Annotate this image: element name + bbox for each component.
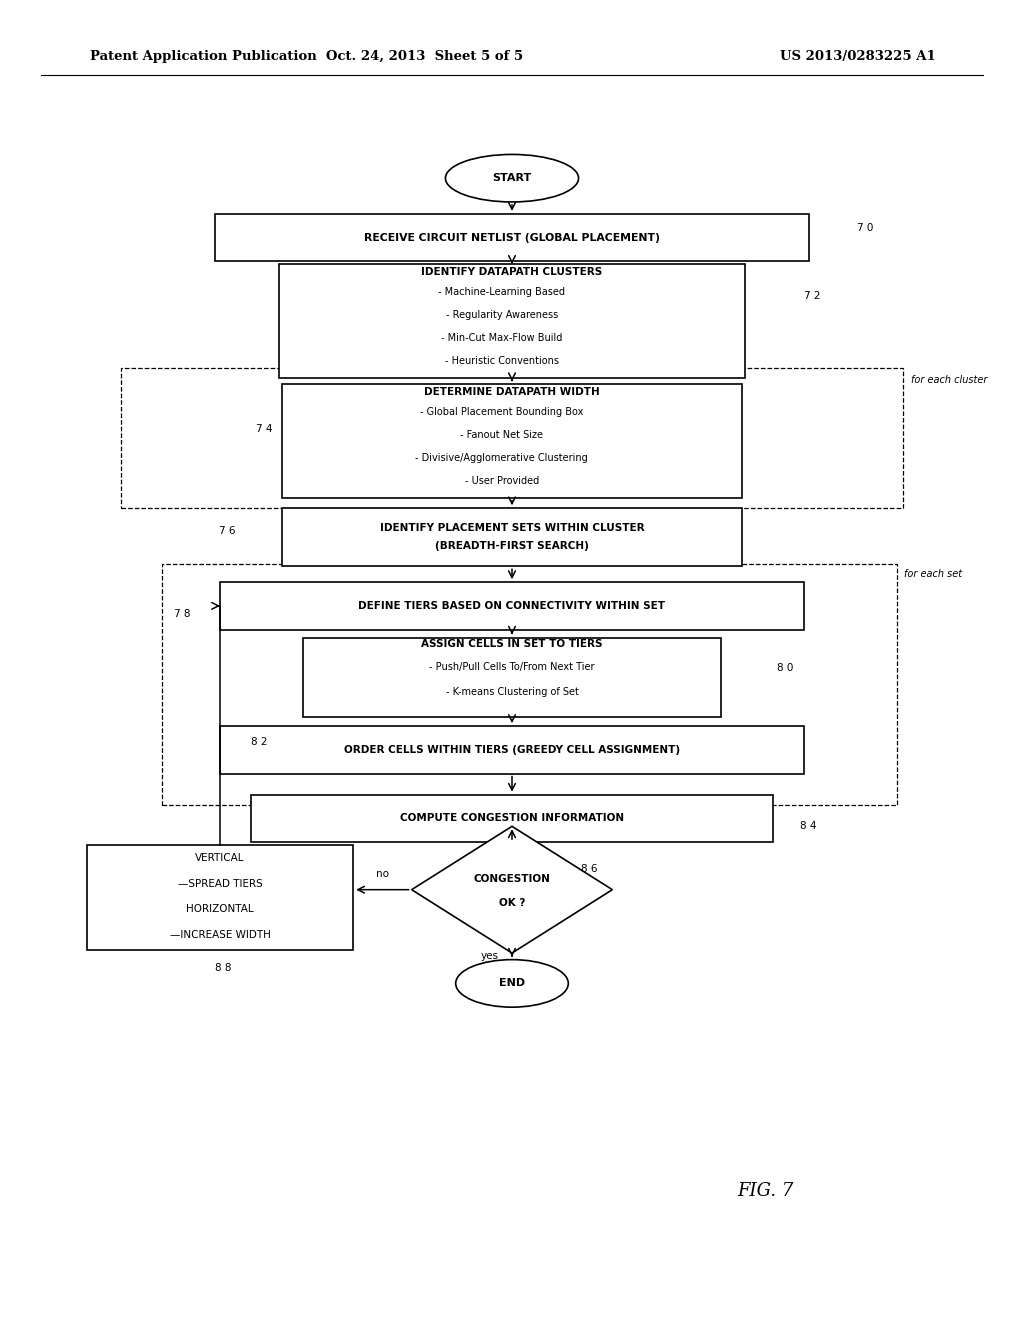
Text: DEFINE TIERS BASED ON CONNECTIVITY WITHIN SET: DEFINE TIERS BASED ON CONNECTIVITY WITHI… <box>358 601 666 611</box>
Text: 7 8: 7 8 <box>174 609 190 619</box>
Bar <box>87 845 353 950</box>
Text: - Machine-Learning Based: - Machine-Learning Based <box>438 288 565 297</box>
Text: DETERMINE DATAPATH WIDTH: DETERMINE DATAPATH WIDTH <box>424 387 600 397</box>
Text: - User Provided: - User Provided <box>465 477 539 486</box>
Text: for each cluster: for each cluster <box>911 375 988 385</box>
Text: CONGESTION: CONGESTION <box>473 874 551 884</box>
Text: IDENTIFY PLACEMENT SETS WITHIN CLUSTER: IDENTIFY PLACEMENT SETS WITHIN CLUSTER <box>380 523 644 533</box>
Bar <box>121 368 903 508</box>
Text: - Divisive/Agglomerative Clustering: - Divisive/Agglomerative Clustering <box>416 453 588 463</box>
Text: - Fanout Net Size: - Fanout Net Size <box>460 430 544 440</box>
Ellipse shape <box>456 960 568 1007</box>
Text: START: START <box>493 173 531 183</box>
Text: IDENTIFY DATAPATH CLUSTERS: IDENTIFY DATAPATH CLUSTERS <box>421 267 603 277</box>
Text: - Global Placement Bounding Box: - Global Placement Bounding Box <box>420 408 584 417</box>
Text: FIG. 7: FIG. 7 <box>737 1181 794 1200</box>
Text: yes: yes <box>480 952 499 961</box>
Text: ASSIGN CELLS IN SET TO TIERS: ASSIGN CELLS IN SET TO TIERS <box>421 639 603 649</box>
Text: (BREADTH-FIRST SEARCH): (BREADTH-FIRST SEARCH) <box>435 541 589 552</box>
Bar <box>215 214 809 261</box>
Text: 8 0: 8 0 <box>777 663 794 673</box>
Bar <box>303 638 721 717</box>
Text: 7 6: 7 6 <box>219 525 236 536</box>
Text: - K-means Clustering of Set: - K-means Clustering of Set <box>445 688 579 697</box>
Text: 7 4: 7 4 <box>256 424 272 434</box>
Text: 7 2: 7 2 <box>804 290 820 301</box>
Text: - Min-Cut Max-Flow Build: - Min-Cut Max-Flow Build <box>441 333 562 343</box>
Text: HORIZONTAL: HORIZONTAL <box>186 904 254 915</box>
Polygon shape <box>412 826 612 953</box>
Text: - Push/Pull Cells To/From Next Tier: - Push/Pull Cells To/From Next Tier <box>429 661 595 672</box>
Ellipse shape <box>445 154 579 202</box>
Bar <box>220 726 804 774</box>
Text: RECEIVE CIRCUIT NETLIST (GLOBAL PLACEMENT): RECEIVE CIRCUIT NETLIST (GLOBAL PLACEMEN… <box>365 232 659 243</box>
Text: OK ?: OK ? <box>499 898 525 908</box>
Text: VERTICAL: VERTICAL <box>196 853 245 863</box>
Bar <box>162 564 897 805</box>
Text: US 2013/0283225 A1: US 2013/0283225 A1 <box>780 50 936 63</box>
Text: - Regularity Awareness: - Regularity Awareness <box>445 310 558 319</box>
Text: Oct. 24, 2013  Sheet 5 of 5: Oct. 24, 2013 Sheet 5 of 5 <box>327 50 523 63</box>
Bar <box>220 582 804 630</box>
Text: - Heuristic Conventions: - Heuristic Conventions <box>444 356 559 366</box>
Text: —INCREASE WIDTH: —INCREASE WIDTH <box>170 929 270 940</box>
Bar <box>282 508 742 566</box>
Text: ORDER CELLS WITHIN TIERS (GREEDY CELL ASSIGNMENT): ORDER CELLS WITHIN TIERS (GREEDY CELL AS… <box>344 744 680 755</box>
Text: 8 4: 8 4 <box>800 821 816 832</box>
Text: 8 8: 8 8 <box>215 962 231 973</box>
Bar <box>279 264 745 378</box>
Text: —SPREAD TIERS: —SPREAD TIERS <box>178 879 262 888</box>
Bar <box>251 795 773 842</box>
Text: for each set: for each set <box>904 569 963 579</box>
Text: 8 2: 8 2 <box>251 737 267 747</box>
Text: no: no <box>376 869 389 879</box>
Bar <box>282 384 742 498</box>
Text: 7 0: 7 0 <box>857 223 873 234</box>
Text: END: END <box>499 978 525 989</box>
Text: COMPUTE CONGESTION INFORMATION: COMPUTE CONGESTION INFORMATION <box>400 813 624 824</box>
Text: Patent Application Publication: Patent Application Publication <box>90 50 316 63</box>
Text: 8 6: 8 6 <box>581 863 597 874</box>
